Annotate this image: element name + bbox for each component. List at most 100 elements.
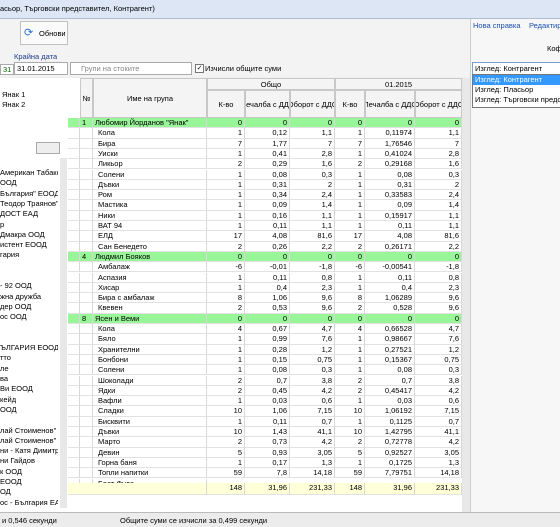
header-qty: К-во xyxy=(207,90,245,118)
cell: 1,76546 xyxy=(365,138,415,149)
row-number xyxy=(80,128,93,139)
cell: 59 xyxy=(207,468,245,479)
row-number xyxy=(80,272,93,283)
cell: 1,1 xyxy=(415,221,462,232)
groups-input[interactable]: Групи на стоките xyxy=(70,62,192,75)
cell: 1 xyxy=(335,272,365,283)
cell: 1,77 xyxy=(245,138,290,149)
cell: 0 xyxy=(335,313,365,324)
row-name: Любомир Йорданов "Янак" xyxy=(93,118,207,129)
row-name: Амбалаж xyxy=(93,262,207,273)
view-option: Изглед: Търговски предст xyxy=(475,95,560,104)
row-indicator xyxy=(68,416,80,427)
header-turnover: Оборот с ДДС xyxy=(290,90,335,118)
cell: 1 xyxy=(335,190,365,201)
cell: 0,75 xyxy=(415,354,462,366)
cell: 1 xyxy=(335,416,365,427)
cell: 0,26 xyxy=(245,241,290,252)
cell: 0 xyxy=(290,313,335,324)
row-indicator xyxy=(68,262,80,273)
row-number xyxy=(80,293,93,304)
cell: 2 xyxy=(207,159,245,170)
row-number xyxy=(80,375,93,386)
totals-label: Изчисли общите суми xyxy=(205,64,282,73)
cell: 0,7 xyxy=(245,375,290,386)
cell: 1 xyxy=(207,334,245,345)
total-cell: 148 xyxy=(207,482,245,495)
cell: 2,4 xyxy=(290,190,335,201)
cell: 0,7 xyxy=(290,416,335,427)
cell: 0,92527 xyxy=(365,447,415,458)
cell: -6 xyxy=(335,262,365,273)
cell: 0,16 xyxy=(245,210,290,221)
cell: 7 xyxy=(415,138,462,149)
cell: 0,31 xyxy=(245,179,290,191)
cell: 0,11974 xyxy=(365,128,415,139)
cell: 4,7 xyxy=(290,324,335,335)
row-name: Девин xyxy=(93,447,207,458)
row-number xyxy=(80,282,93,294)
cell: 1 xyxy=(207,272,245,283)
row-indicator xyxy=(68,169,80,180)
row-indicator xyxy=(68,303,80,314)
left-search[interactable] xyxy=(36,142,60,154)
grid-scrollbar[interactable] xyxy=(462,78,470,512)
status-bar: и 0,546 секунди Общите суми се изчисли з… xyxy=(0,512,560,527)
left-item: - 92 ООД xyxy=(0,281,32,291)
cell: -1,8 xyxy=(415,262,462,273)
cell: 4,7 xyxy=(415,324,462,335)
totals-checkbox[interactable]: ✓ xyxy=(195,64,204,73)
row-number xyxy=(80,231,93,242)
cell: 7 xyxy=(290,138,335,149)
cell: 5 xyxy=(335,447,365,458)
cell: 0,29168 xyxy=(365,159,415,170)
row-name: Людмил Бояков xyxy=(93,251,207,263)
row-indicator xyxy=(68,138,80,149)
row-name: Вафли xyxy=(93,396,207,407)
cell: 2 xyxy=(335,385,365,397)
cell: 4,2 xyxy=(415,385,462,397)
cell: 1 xyxy=(207,179,245,191)
cell: 4 xyxy=(335,324,365,335)
refresh-button[interactable]: ⟳ Обнови xyxy=(20,21,68,45)
cell: 2 xyxy=(335,159,365,170)
cell: 0,12 xyxy=(245,128,290,139)
cell: 1,06289 xyxy=(365,293,415,304)
edit[interactable]: Редактир xyxy=(529,21,560,30)
title-bar: асьор, Търговски представител, Контраген… xyxy=(0,0,560,19)
end-date-input[interactable]: 31.01.2015 xyxy=(14,62,68,75)
total-cell: 231,33 xyxy=(290,482,335,495)
cell: 1,4 xyxy=(290,200,335,211)
row-indicator xyxy=(68,241,80,252)
left-item: ос - България ЕАД xyxy=(0,497,58,507)
cell: 1 xyxy=(207,365,245,376)
cell: 0,3 xyxy=(415,365,462,376)
cell: 0,3 xyxy=(290,365,335,376)
left-item: Ви ЕООД xyxy=(0,384,33,394)
cell: 9,6 xyxy=(415,293,462,304)
cell: 1 xyxy=(207,396,245,407)
left-item: к ООД xyxy=(0,466,22,476)
cell: 1 xyxy=(335,221,365,232)
new-report[interactable]: Нова справка xyxy=(473,21,521,30)
cell: 0,1125 xyxy=(365,416,415,427)
cell: 1 xyxy=(207,416,245,427)
cell: 1,6 xyxy=(290,159,335,170)
left-scrollbar[interactable] xyxy=(60,158,67,508)
cell: 2 xyxy=(415,179,462,191)
row-indicator xyxy=(68,221,80,232)
left-item: р xyxy=(0,219,5,229)
cell: 10 xyxy=(335,406,365,417)
cell: 0,99 xyxy=(245,334,290,345)
row-number xyxy=(80,344,93,355)
row-name: Хисар xyxy=(93,282,207,294)
cell: 0 xyxy=(365,118,415,129)
left-item: ос ООД xyxy=(0,312,27,322)
cell: 1 xyxy=(335,457,365,469)
cell: 0,15367 xyxy=(365,354,415,366)
row-indicator xyxy=(68,447,80,458)
start-day[interactable]: 31 xyxy=(0,64,15,75)
cell: 1 xyxy=(335,179,365,191)
cell: 1,3 xyxy=(290,457,335,469)
cell: 0,1725 xyxy=(365,457,415,469)
